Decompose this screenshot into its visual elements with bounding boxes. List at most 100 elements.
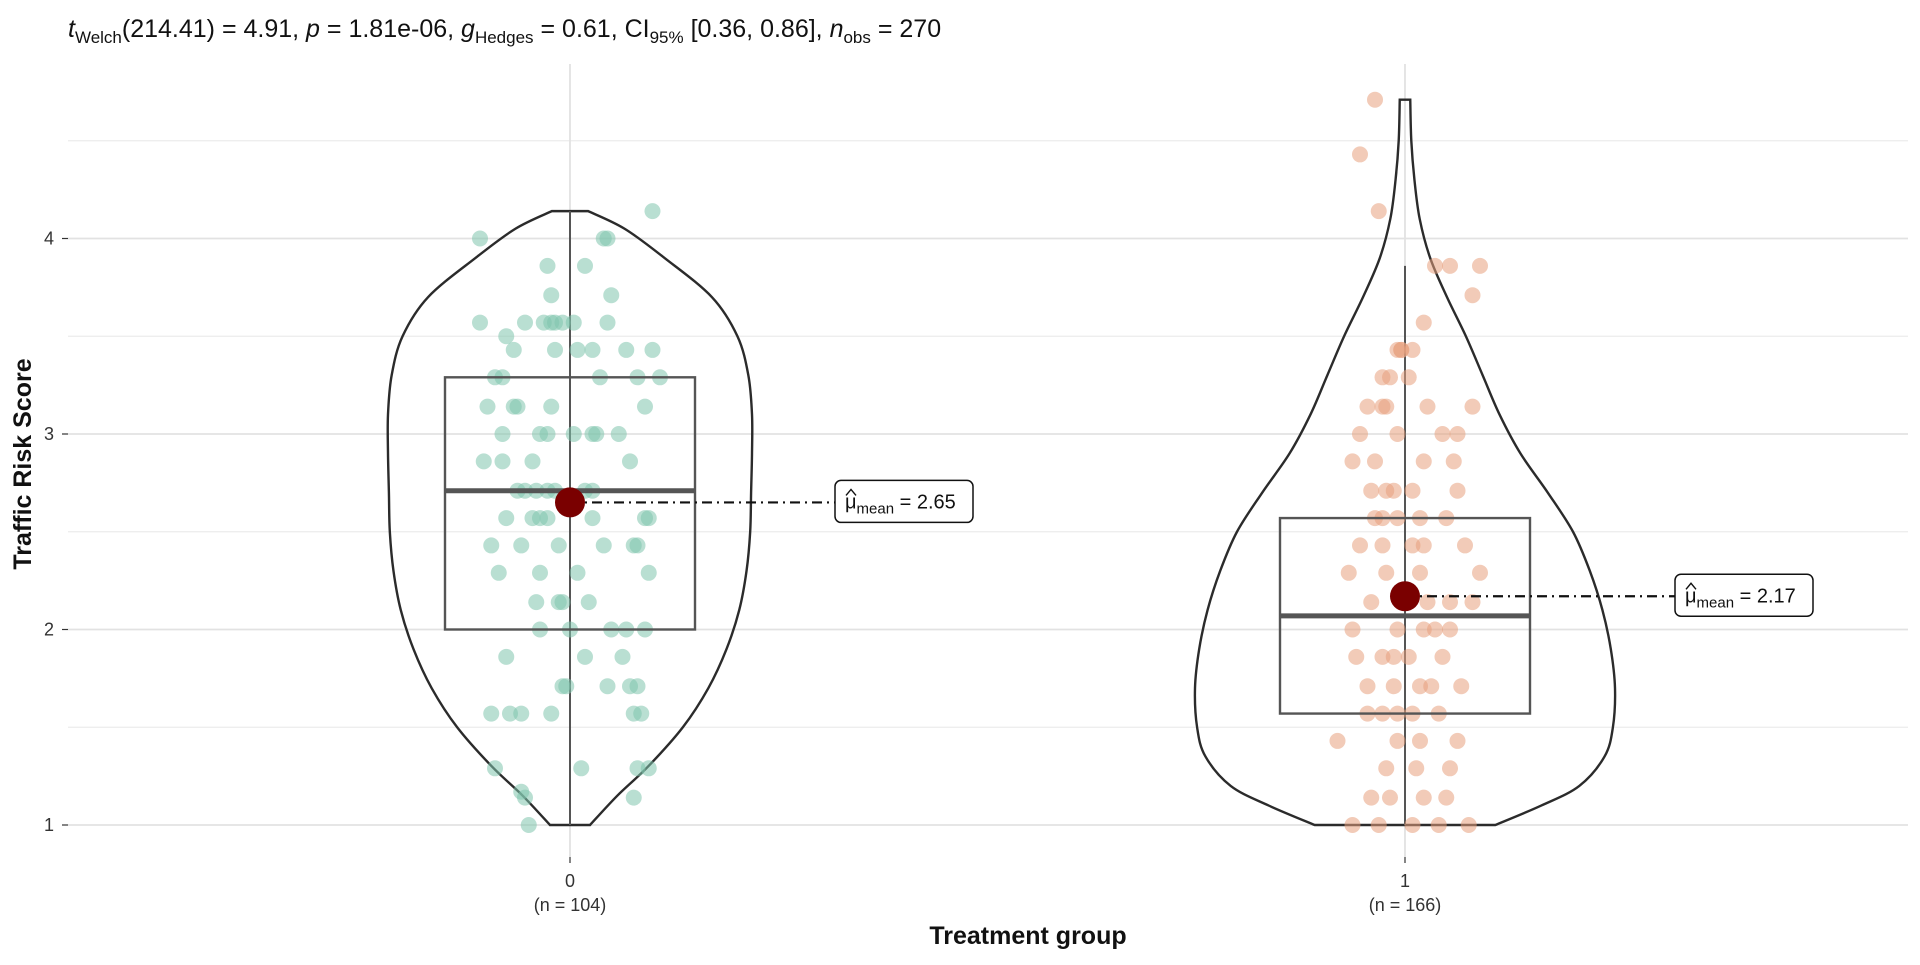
data-point	[1348, 648, 1365, 665]
data-point	[622, 453, 638, 470]
data-point	[584, 341, 601, 358]
data-point	[1393, 341, 1410, 358]
plot-layer: μmean = 2.65 μmean = 2.17	[386, 91, 1814, 833]
data-point	[1442, 621, 1458, 638]
data-point	[554, 594, 571, 611]
data-point	[1389, 621, 1406, 638]
data-point	[1449, 426, 1466, 442]
data-point	[599, 314, 616, 331]
data-point	[1344, 817, 1361, 833]
data-point	[1367, 91, 1383, 108]
mean-point	[555, 487, 585, 518]
data-point	[517, 789, 533, 806]
data-point	[1438, 789, 1455, 806]
data-point	[640, 760, 657, 777]
hat-glyph	[845, 488, 857, 496]
data-point	[1374, 369, 1391, 386]
data-point	[1370, 817, 1387, 833]
data-point	[599, 678, 616, 695]
x-axis-title: Treatment group	[929, 922, 1126, 950]
data-point	[584, 510, 601, 527]
data-point	[569, 341, 586, 358]
data-point	[1415, 537, 1432, 554]
data-point	[528, 594, 545, 611]
violin-outline	[386, 209, 754, 827]
data-point	[599, 230, 616, 247]
data-point	[1415, 789, 1432, 806]
data-point	[494, 453, 511, 470]
data-point	[472, 230, 488, 247]
data-point	[1415, 453, 1432, 470]
data-point	[539, 426, 556, 442]
data-point	[539, 257, 556, 274]
data-point	[1434, 426, 1451, 442]
data-point	[1434, 648, 1451, 665]
chart-subtitle: tWelch(214.41) = 4.91, p = 1.81e-06, gHe…	[68, 15, 941, 47]
data-point	[1385, 648, 1402, 665]
data-point	[1427, 257, 1443, 274]
data-point	[558, 678, 575, 695]
data-point	[1460, 817, 1477, 833]
data-point	[565, 314, 582, 331]
data-point	[1457, 537, 1473, 554]
mean-label-text: μmean = 2.17	[1685, 585, 1796, 611]
data-point	[1400, 369, 1417, 386]
data-point	[483, 537, 500, 554]
data-point	[509, 398, 526, 415]
data-point	[1404, 341, 1421, 358]
x-tick-label: 1	[1400, 871, 1410, 891]
data-point	[1363, 789, 1380, 806]
data-point	[625, 789, 642, 806]
data-point	[1363, 594, 1380, 611]
data-point	[1359, 678, 1376, 695]
data-point	[1374, 537, 1391, 554]
data-point	[1382, 789, 1398, 806]
mean-point	[1390, 581, 1420, 612]
data-point	[1367, 453, 1383, 470]
data-point	[1427, 621, 1443, 638]
data-point	[1400, 648, 1417, 665]
data-point	[475, 453, 492, 470]
data-point	[487, 760, 503, 777]
data-point	[614, 648, 631, 665]
y-axis-title: Traffic Risk Score	[9, 358, 37, 569]
data-point	[513, 705, 530, 722]
data-point	[498, 328, 515, 345]
data-point	[569, 564, 586, 581]
data-point	[1412, 732, 1428, 749]
data-point	[580, 594, 597, 611]
data-point	[1378, 564, 1395, 581]
data-point	[1389, 732, 1406, 749]
data-point	[1352, 426, 1368, 442]
data-point	[505, 341, 522, 358]
data-point	[1340, 564, 1357, 581]
data-point	[1419, 398, 1436, 415]
data-point	[633, 705, 650, 722]
data-point	[1370, 203, 1387, 220]
data-point	[502, 705, 518, 722]
hat-glyph	[1685, 582, 1697, 590]
data-point	[498, 648, 515, 665]
data-point	[1415, 621, 1432, 638]
data-point	[524, 453, 541, 470]
data-point	[532, 564, 548, 581]
data-point	[1464, 594, 1481, 611]
data-point	[1453, 678, 1470, 695]
data-point	[644, 341, 661, 358]
data-point	[1389, 426, 1406, 442]
data-point	[479, 398, 496, 415]
data-point	[520, 817, 537, 833]
data-point	[494, 426, 511, 442]
data-point	[490, 564, 507, 581]
y-tick-label: 4	[44, 229, 54, 249]
data-point	[565, 426, 582, 442]
data-point	[1378, 760, 1395, 777]
data-point	[1404, 537, 1421, 554]
data-point	[1352, 146, 1368, 163]
data-point	[1359, 398, 1376, 415]
data-point	[1374, 398, 1391, 415]
data-point	[1408, 760, 1425, 777]
data-point	[539, 510, 556, 527]
data-point	[1472, 257, 1488, 274]
x-count-label: (n = 166)	[1369, 895, 1442, 915]
